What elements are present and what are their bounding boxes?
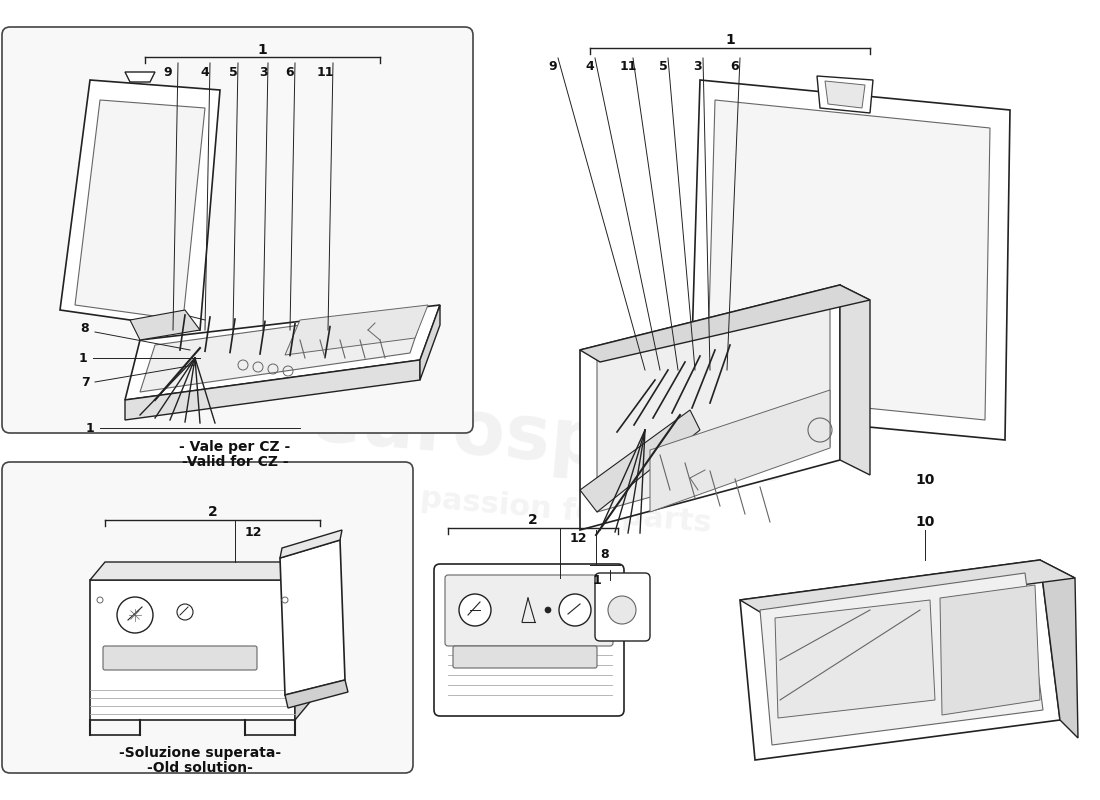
Polygon shape [1040, 560, 1078, 738]
Circle shape [177, 604, 192, 620]
Text: 1: 1 [78, 351, 87, 365]
Polygon shape [285, 680, 348, 708]
Polygon shape [280, 540, 345, 695]
Text: 4: 4 [200, 66, 209, 78]
Text: -Valid for CZ -: -Valid for CZ - [182, 455, 288, 469]
FancyBboxPatch shape [2, 462, 412, 773]
Text: 1: 1 [725, 33, 735, 47]
FancyBboxPatch shape [453, 646, 597, 668]
Text: 1: 1 [593, 574, 602, 586]
Polygon shape [295, 562, 310, 720]
FancyBboxPatch shape [595, 573, 650, 641]
Polygon shape [740, 560, 1060, 760]
Circle shape [559, 594, 591, 626]
Polygon shape [280, 530, 342, 558]
FancyBboxPatch shape [446, 575, 613, 646]
Text: 12: 12 [245, 526, 263, 539]
Polygon shape [130, 310, 200, 340]
Text: 10: 10 [915, 473, 935, 487]
Circle shape [608, 596, 636, 624]
Text: 12: 12 [570, 531, 587, 545]
Text: 11: 11 [619, 61, 637, 74]
Text: 6: 6 [286, 66, 295, 78]
Polygon shape [740, 560, 1075, 618]
Text: -Old solution-: -Old solution- [147, 761, 253, 775]
Polygon shape [75, 100, 205, 320]
FancyBboxPatch shape [2, 27, 473, 433]
Polygon shape [90, 562, 310, 580]
Text: 1: 1 [257, 43, 267, 57]
Polygon shape [60, 80, 220, 330]
Polygon shape [125, 72, 155, 82]
Polygon shape [125, 305, 440, 400]
Polygon shape [140, 308, 425, 392]
Circle shape [282, 597, 288, 603]
Text: eurospares: eurospares [306, 382, 794, 498]
Text: 9: 9 [549, 61, 558, 74]
Text: a passion for parts: a passion for parts [387, 482, 713, 538]
Polygon shape [580, 285, 840, 530]
Polygon shape [940, 585, 1040, 715]
Text: 8: 8 [600, 549, 608, 562]
FancyBboxPatch shape [103, 646, 257, 670]
Circle shape [97, 597, 103, 603]
FancyBboxPatch shape [434, 564, 624, 716]
Text: 6: 6 [730, 61, 739, 74]
Polygon shape [825, 81, 865, 108]
Text: 3: 3 [694, 61, 702, 74]
Text: 9: 9 [164, 66, 173, 78]
Text: - Vale per CZ -: - Vale per CZ - [179, 440, 290, 454]
Polygon shape [707, 100, 990, 420]
Polygon shape [840, 285, 870, 475]
Polygon shape [285, 305, 428, 355]
Polygon shape [580, 285, 870, 362]
Circle shape [544, 607, 551, 613]
Polygon shape [760, 573, 1043, 745]
Polygon shape [650, 390, 830, 512]
Polygon shape [690, 80, 1010, 440]
Text: 10: 10 [915, 515, 935, 529]
Text: 2: 2 [208, 505, 218, 519]
Polygon shape [420, 305, 440, 380]
Text: 5: 5 [229, 66, 238, 78]
Polygon shape [90, 580, 295, 720]
Polygon shape [125, 360, 420, 420]
Polygon shape [597, 298, 830, 512]
Text: 4: 4 [585, 61, 594, 74]
Text: -Soluzione superata-: -Soluzione superata- [119, 746, 282, 760]
Polygon shape [438, 570, 620, 710]
Polygon shape [580, 410, 700, 512]
Text: 1: 1 [86, 422, 95, 434]
Text: 2: 2 [528, 513, 538, 527]
Text: 3: 3 [258, 66, 267, 78]
Circle shape [459, 594, 491, 626]
Text: 5: 5 [659, 61, 668, 74]
Circle shape [117, 597, 153, 633]
Text: 11: 11 [317, 66, 333, 78]
Text: 7: 7 [80, 375, 89, 389]
Polygon shape [776, 600, 935, 718]
Text: 8: 8 [80, 322, 89, 334]
Polygon shape [817, 76, 873, 113]
